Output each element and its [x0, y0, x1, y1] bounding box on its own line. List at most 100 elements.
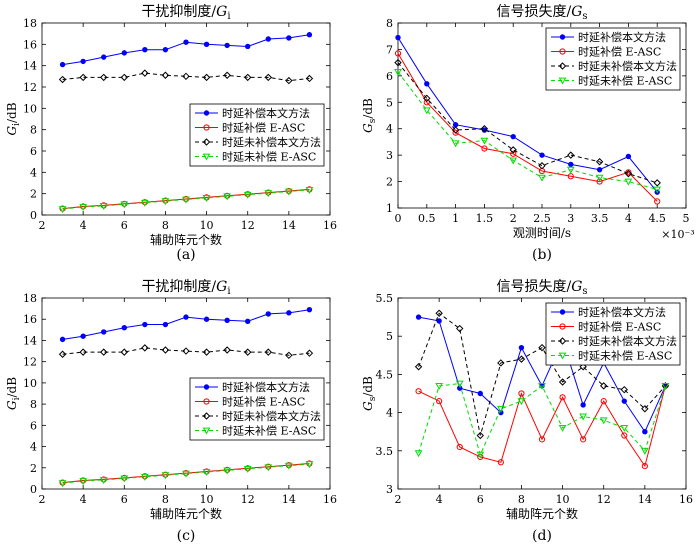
legend-marker — [559, 323, 566, 330]
y-tick-label: 2 — [30, 188, 37, 201]
x-tick-label: 0.5 — [418, 212, 436, 225]
legend-box — [189, 377, 325, 441]
legend-marker — [559, 48, 566, 55]
legend-marker — [203, 110, 210, 116]
chart-title-subscript: s — [582, 286, 587, 297]
data-point — [79, 73, 87, 82]
data-point — [642, 429, 648, 435]
y-tick-label: 18 — [23, 17, 37, 30]
x-tick-label: 5 — [683, 212, 690, 225]
data-point — [510, 133, 516, 140]
legend-marker — [203, 124, 210, 131]
data-point — [305, 349, 314, 357]
legend-marker — [203, 384, 210, 390]
y-tick-label: 4 — [30, 166, 37, 179]
data-point — [567, 151, 575, 159]
data-point — [120, 348, 128, 356]
data-point — [162, 46, 169, 53]
chart-title-text: 信号损失度/ — [496, 279, 571, 295]
data-point — [435, 309, 443, 317]
y-tick-label: 8 — [30, 398, 37, 411]
y-tick-label: 6 — [30, 145, 37, 158]
series-1 — [59, 306, 313, 343]
y-tick-label: 1 — [386, 202, 393, 215]
legend-label: 时延补偿本文方法 — [578, 305, 666, 319]
data-point — [286, 35, 292, 41]
x-tick-label: 2.5 — [533, 212, 551, 225]
x-axis-label: 辅助阵元个数 — [506, 506, 578, 521]
legend-label: 时延补偿本文方法 — [222, 380, 310, 394]
series-line — [397, 53, 658, 202]
x-tick-label: 4 — [80, 219, 87, 232]
series-2 — [415, 382, 669, 470]
chart-title-text: 信号损失度/ — [496, 4, 571, 20]
data-point — [245, 43, 251, 50]
data-point — [202, 73, 211, 82]
data-point — [161, 472, 170, 480]
legend-entry: 时延未补偿本文方法 — [195, 409, 321, 423]
data-point — [305, 187, 314, 194]
data-point — [100, 73, 108, 82]
x-axis-label: 辅助阵元个数 — [150, 506, 222, 521]
x-tick-label: 10 — [556, 493, 570, 506]
data-point — [580, 436, 587, 443]
data-point — [161, 198, 170, 206]
plot-frame — [397, 297, 687, 490]
data-point — [624, 178, 633, 186]
y-tick-label: 7 — [386, 43, 393, 56]
chart-title-symbol: G — [571, 279, 582, 295]
data-point — [264, 73, 272, 82]
legend-label: 时延补偿 E-ASC — [578, 45, 661, 59]
legend-entry: 时延未补偿 E-ASC — [551, 349, 672, 363]
y-axis-label-unit: /dB — [5, 377, 19, 398]
data-point — [223, 193, 231, 201]
data-point — [182, 347, 190, 355]
chart-panel-d: 2 4 6 8 10 12 14 16 3 3.5 4 4.5 5 5.5 信号损失度/Gs 辅助阵元个数 Gs… — [361, 279, 693, 544]
y-tick-label: 14 — [23, 334, 37, 347]
data-point — [80, 333, 86, 339]
data-point — [162, 321, 169, 328]
data-point — [641, 447, 649, 455]
legend-marker — [559, 309, 566, 315]
y-tick-label: 12 — [23, 81, 37, 94]
data-point — [202, 195, 211, 202]
data-point — [100, 348, 108, 356]
y-tick-label: 16 — [23, 313, 37, 326]
legend-label: 时延未补偿 E-ASC — [578, 74, 672, 88]
data-point — [423, 99, 430, 106]
y-axis-label-subscript: i — [12, 397, 22, 400]
data-point — [182, 72, 190, 81]
series-1 — [59, 32, 313, 68]
data-point — [141, 344, 149, 352]
chart-title-symbol: G — [216, 4, 227, 20]
x-tick-label: 10 — [200, 219, 214, 232]
chart-title-subscript: i — [227, 286, 230, 297]
data-point — [539, 152, 545, 158]
legend-entry: 时延未补偿 E-ASC — [195, 150, 316, 164]
data-point — [264, 464, 273, 472]
data-point — [415, 388, 422, 395]
legend-entry: 时延补偿本文方法 — [551, 30, 666, 44]
data-point — [161, 71, 170, 79]
legend-entry: 时延补偿 E-ASC — [551, 320, 661, 334]
x-tick-label: 8 — [162, 493, 169, 506]
x-tick-label: 14 — [282, 219, 296, 232]
series-line — [418, 383, 666, 457]
panel-label: (d) — [532, 528, 552, 544]
series-4 — [414, 380, 670, 459]
x-tick-label: 0 — [395, 212, 402, 225]
x-exponent-label: ×10⁻³ — [661, 228, 694, 241]
series-4 — [58, 187, 314, 214]
legend-entry: 时延补偿 E-ASC — [195, 121, 305, 135]
data-point — [414, 363, 423, 371]
x-tick-label: 2 — [510, 212, 517, 225]
x-tick-label: 4 — [625, 212, 632, 225]
series-line — [62, 463, 310, 484]
legend-label: 时延补偿 E-ASC — [578, 320, 661, 334]
legend-entry: 时延未补偿 E-ASC — [551, 74, 672, 88]
data-point — [436, 318, 442, 324]
panel-label: (c) — [177, 528, 196, 544]
legend-marker — [558, 77, 567, 85]
